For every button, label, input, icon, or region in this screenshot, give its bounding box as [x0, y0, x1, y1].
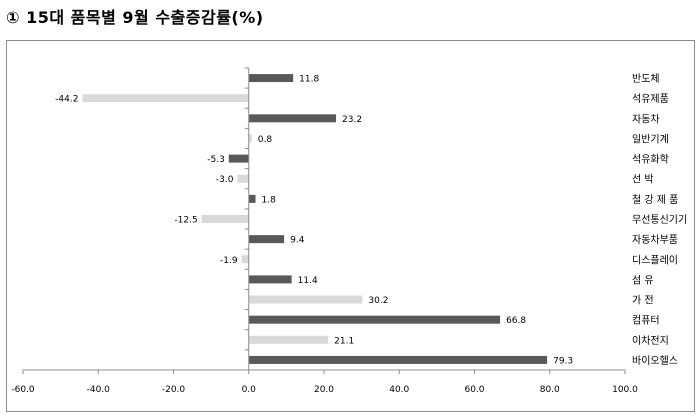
value-labels: 11.8 -44.2 23.2 0.8 -5.3 -3.0 1.8 -12.5 9.4 -1.9 1…	[55, 75, 573, 367]
value-label-3: 0.8	[258, 135, 273, 145]
value-label-4: -5.3	[207, 155, 225, 165]
category-label-13: 이차전지	[632, 335, 669, 347]
category-label-11: 가 전	[632, 295, 654, 307]
category-label-8: 자동차부품	[632, 234, 678, 246]
value-label-11: 30.2	[368, 296, 388, 306]
x-axis-ticks: -60.0 -40.0 -20.0 0.0 20.0 40.0 60.0 80.0 100.0	[11, 67, 638, 395]
x-tick-label-7: 80.0	[540, 385, 560, 395]
chart-frame	[6, 40, 695, 412]
bar-0	[248, 74, 294, 83]
x-tick-label-1: -40.0	[87, 385, 111, 395]
bar-6	[248, 194, 256, 203]
x-tick-label-3: 0.0	[242, 385, 257, 395]
category-label-12: 컴퓨터	[632, 315, 660, 327]
x-tick-label-6: 60.0	[464, 385, 484, 395]
x-tick-label-5: 40.0	[389, 385, 409, 395]
category-label-6: 철 강 제 품	[632, 194, 678, 206]
value-label-1: -44.2	[55, 95, 78, 105]
value-label-14: 79.3	[553, 356, 573, 366]
bar-7	[201, 215, 249, 223]
x-tick-label-4: 20.0	[314, 385, 334, 395]
category-label-2: 자동차	[632, 113, 660, 125]
bar-9	[241, 255, 249, 264]
value-label-2: 23.2	[342, 115, 362, 125]
category-label-9: 디스플레이	[632, 254, 678, 266]
value-label-8: 9.4	[290, 236, 305, 246]
bar-14	[248, 355, 548, 364]
bar-3	[248, 134, 252, 143]
value-label-13: 21.1	[334, 336, 354, 346]
bar-4	[228, 154, 249, 163]
category-label-3: 일반기계	[632, 133, 669, 145]
bar-8	[248, 235, 285, 244]
bar-5	[237, 174, 249, 183]
value-label-12: 66.8	[506, 316, 526, 326]
category-label-1: 석유제품	[632, 93, 669, 105]
bar-1	[82, 94, 249, 103]
x-tick-label-0: -60.0	[11, 385, 35, 395]
bar-11	[248, 295, 363, 304]
bar-13	[248, 335, 329, 344]
value-label-7: -12.5	[174, 216, 197, 226]
bar-2	[248, 114, 337, 123]
x-tick-label-2: -20.0	[162, 385, 186, 395]
bar-12	[248, 315, 501, 324]
category-label-4: 석유화학	[632, 154, 669, 166]
value-label-10: 11.4	[298, 276, 318, 286]
category-label-10: 섬 유	[632, 274, 654, 286]
category-label-0: 반도체	[632, 73, 660, 85]
x-tick-label-8: 100.0	[612, 385, 638, 395]
value-label-6: 1.8	[262, 195, 277, 205]
bar-10	[248, 275, 292, 284]
chart-title: ① 15대 품목별 9월 수출증감률(%)	[6, 8, 264, 27]
category-label-14: 바이오헬스	[632, 355, 678, 367]
value-label-0: 11.8	[299, 75, 319, 85]
bars-group	[82, 74, 548, 364]
category-label-7: 무선통신기기	[632, 214, 687, 226]
value-label-5: -3.0	[216, 175, 234, 185]
category-label-5: 선 박	[632, 174, 654, 186]
value-label-9: -1.9	[220, 256, 238, 266]
